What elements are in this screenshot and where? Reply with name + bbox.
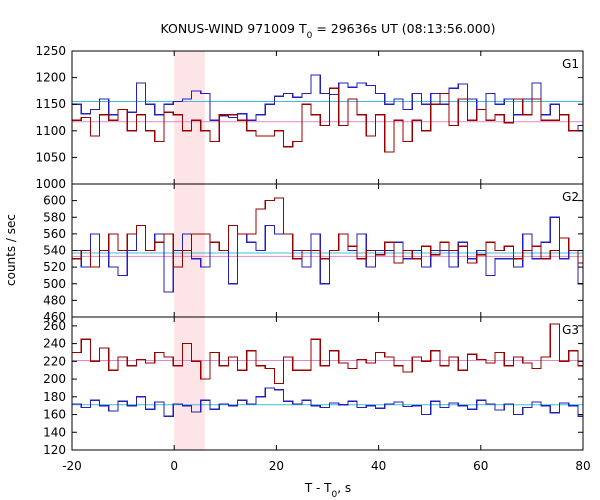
panel-label: G2 (562, 190, 579, 204)
y-tick-label: 220 (43, 354, 66, 368)
y-tick-label: 1100 (35, 124, 66, 138)
y-tick-label: 500 (43, 277, 66, 291)
chart-title: KONUS-WIND 971009 T0 = 29636s UT (08:13:… (160, 21, 495, 41)
y-tick-label: 1250 (35, 44, 66, 58)
y-tick-label: 460 (43, 310, 66, 324)
y-tick-label: 520 (43, 260, 66, 274)
series-line-blue (72, 387, 583, 417)
x-tick-label: 0 (170, 459, 178, 473)
y-tick-label: 180 (43, 390, 66, 404)
series-line-blue (72, 216, 583, 293)
y-tick-label: 1050 (35, 150, 66, 164)
y-tick-label: 600 (43, 194, 66, 208)
panel-g2: 460 480 500 520 540 560 580 600 G2 (43, 183, 584, 324)
panel-label: G1 (562, 57, 579, 71)
y-tick-label: 200 (43, 372, 66, 386)
x-tick-label: 20 (269, 459, 284, 473)
y-tick-label: 240 (43, 337, 66, 351)
x-tick-label: 40 (371, 459, 386, 473)
y-tick-label: 560 (43, 227, 66, 241)
x-tick-label: 60 (473, 459, 488, 473)
series-line-red (72, 323, 583, 385)
highlight-band (174, 51, 205, 184)
panel-label: G3 (562, 323, 579, 337)
y-tick-label: 120 (43, 443, 66, 457)
y-tick-label: 260 (43, 319, 66, 333)
series-line-red (72, 197, 583, 268)
y-tick-label: 1150 (35, 97, 66, 111)
x-tick-label: -20 (62, 459, 82, 473)
panel-frame (71, 50, 584, 185)
highlight-band (174, 317, 205, 450)
y-tick-label: 160 (43, 408, 66, 422)
y-tick-label: 1200 (35, 71, 66, 85)
y-tick-label: 1000 (35, 177, 66, 191)
series-line-red (72, 87, 583, 153)
y-tick-label: 580 (43, 210, 66, 224)
y-tick-label: 540 (43, 244, 66, 258)
plot-layer: 100010501100115012001250G146048050052054… (35, 44, 590, 473)
x-axis-label: T - T0, s (304, 481, 351, 500)
y-tick-label: 140 (43, 425, 66, 439)
panel-g1: 1000 1050 1100 1150 1200 1250 G1 (35, 44, 584, 191)
y-tick-label: 480 (43, 293, 66, 307)
panel-g3: 120 140 160 180 200 220 240 260 G3 (43, 316, 584, 457)
x-tick-label: 80 (575, 459, 590, 473)
y-axis-label: counts / sec (4, 214, 18, 286)
panel-frame (71, 316, 584, 451)
